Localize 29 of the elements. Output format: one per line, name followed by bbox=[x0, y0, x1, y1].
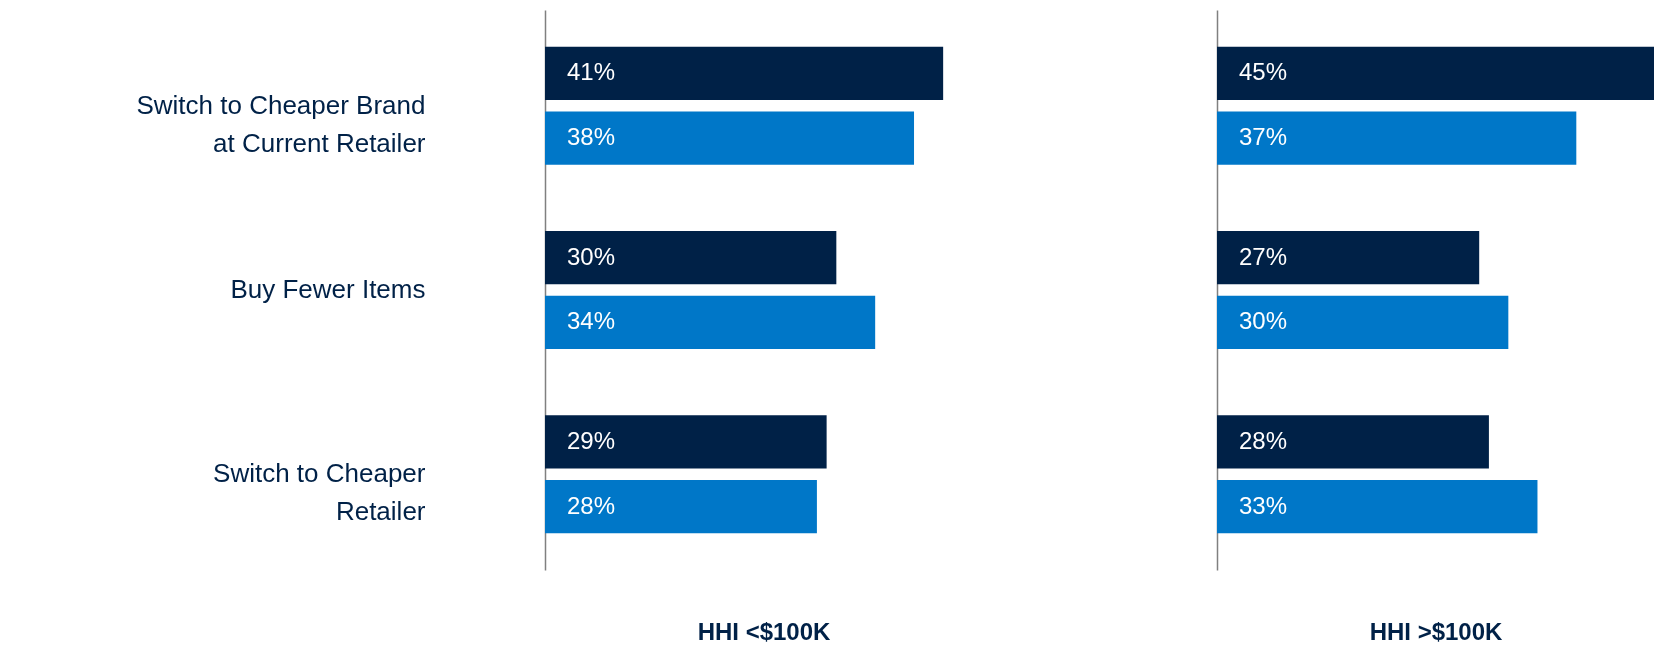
data-label: 33% bbox=[1239, 491, 1288, 519]
x-axis-title: HHI >$100K bbox=[1369, 617, 1504, 645]
data-label: 30% bbox=[567, 242, 616, 270]
data-label: 27% bbox=[1239, 242, 1288, 270]
bar bbox=[545, 46, 944, 100]
bar bbox=[545, 415, 827, 469]
data-label: 34% bbox=[567, 307, 616, 335]
y-tick-label: Switch to Cheaper Brand at Current Retailer bbox=[136, 89, 426, 158]
x-axis-title: HHI <$100K bbox=[697, 617, 832, 645]
bar bbox=[545, 295, 876, 349]
y-tick-label: Buy Fewer Items bbox=[230, 274, 426, 304]
y-tick-label: Switch to Cheaper Retailer bbox=[213, 458, 426, 527]
bar bbox=[545, 231, 837, 285]
data-label: 45% bbox=[1239, 58, 1288, 86]
bar bbox=[1217, 295, 1509, 349]
data-label: 29% bbox=[567, 426, 616, 454]
data-label: 37% bbox=[1239, 123, 1288, 151]
bar bbox=[545, 480, 817, 534]
bar bbox=[1217, 111, 1577, 165]
bar bbox=[1217, 415, 1489, 469]
data-label: 28% bbox=[567, 491, 616, 519]
bar bbox=[1217, 231, 1480, 285]
bar bbox=[545, 111, 915, 165]
data-label: 30% bbox=[1239, 307, 1288, 335]
data-label: 41% bbox=[567, 58, 616, 86]
bar bbox=[1217, 480, 1538, 534]
data-label: 28% bbox=[1239, 426, 1288, 454]
data-label: 38% bbox=[567, 123, 616, 151]
bar bbox=[1217, 46, 1654, 100]
